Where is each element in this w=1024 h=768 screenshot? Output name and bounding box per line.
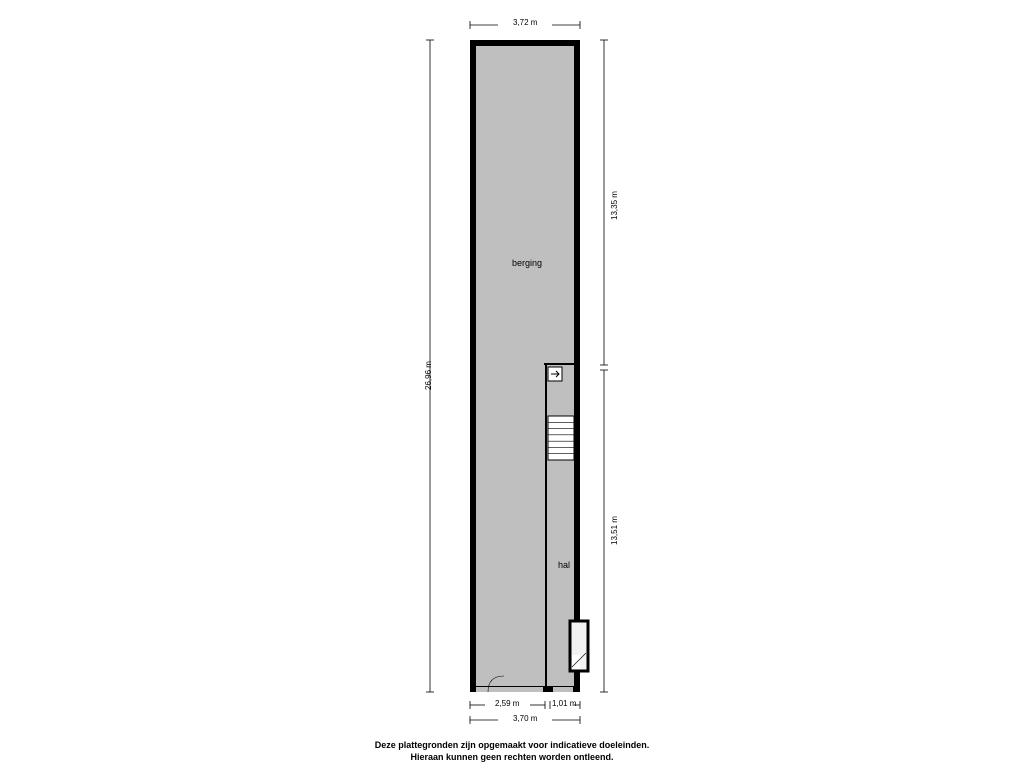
dim-bottom-outer: 3,70 m (513, 714, 537, 723)
dim-right-upper: 13,35 m (610, 191, 619, 220)
room-label-berging: berging (512, 258, 542, 268)
room-label-hal: hal (558, 560, 570, 570)
dim-left: 26,96 m (424, 361, 433, 390)
floorplan-svg (0, 0, 1024, 768)
dim-bottom-inner-left: 2,59 m (495, 699, 519, 708)
disclaimer-line1: Deze plattegronden zijn opgemaakt voor i… (375, 740, 650, 750)
floorplan-stage: berging hal 3,72 m 26,96 m 13,35 m 13,51… (0, 0, 1024, 768)
dim-bottom-inner-right: 1,01 m (552, 699, 576, 708)
disclaimer-line2: Hieraan kunnen geen rechten worden ontle… (410, 752, 613, 762)
dim-right-lower: 13,51 m (610, 516, 619, 545)
disclaimer: Deze plattegronden zijn opgemaakt voor i… (0, 740, 1024, 763)
dim-top: 3,72 m (513, 18, 537, 27)
